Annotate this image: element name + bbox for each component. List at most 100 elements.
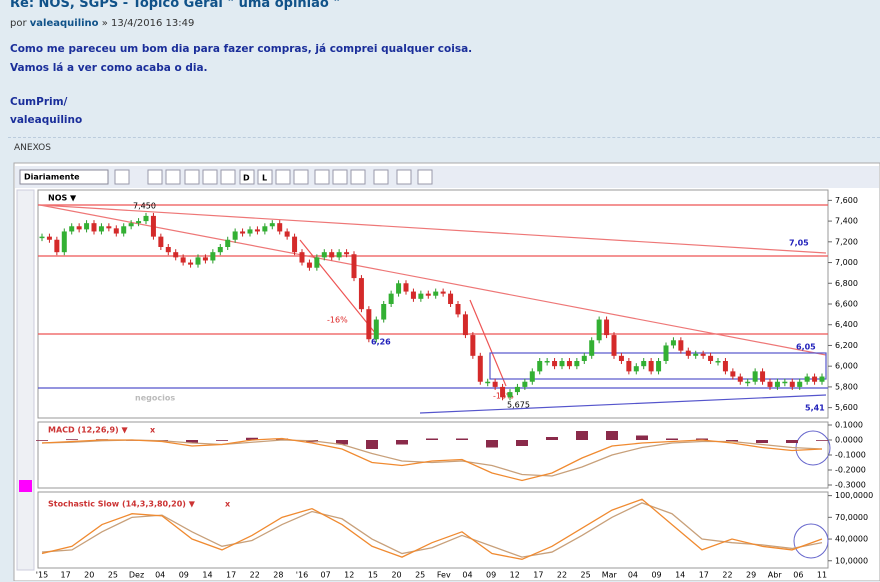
candle [217, 247, 223, 253]
body-line: Vamos lá a ver como acaba o dia. [10, 62, 208, 74]
button[interactable] [257, 169, 273, 185]
candle [128, 223, 134, 227]
candle [136, 221, 142, 224]
candle [485, 381, 491, 384]
x-tick-label: Abr [768, 571, 783, 580]
candle [730, 371, 736, 377]
candle [121, 226, 127, 234]
panel-title[interactable]: Stochastic Slow (14,3,3,80,20) ▼ [48, 500, 196, 509]
x-tick-label: 15 [368, 571, 378, 580]
macd-bar [726, 440, 738, 442]
macd-bar [336, 440, 348, 445]
candle [537, 361, 543, 372]
signature: CumPrim/ [10, 96, 68, 108]
candle [477, 355, 483, 382]
y-tick-label: 70,0000 [835, 513, 868, 522]
x-tick-label: 07 [321, 571, 331, 580]
candle [574, 361, 580, 367]
candle [782, 381, 788, 384]
y-tick-label: 7,600 [835, 196, 858, 205]
x-tick-label: '15 [36, 571, 48, 580]
candle [462, 314, 468, 336]
candle [269, 223, 275, 227]
candle [448, 293, 454, 304]
stoch-panel [37, 491, 829, 569]
y-tick-label: 6,000 [835, 362, 858, 371]
attachments-label: ANEXOS [14, 143, 51, 153]
candle [39, 236, 45, 239]
candle [693, 353, 699, 356]
y-tick-label: 100,0000 [835, 491, 873, 500]
x-tick-label: 22 [722, 571, 732, 580]
candle [150, 215, 156, 237]
x-tick-label: 09 [179, 571, 189, 580]
button-label[interactable]: D [243, 174, 250, 183]
candle [373, 319, 379, 340]
y-tick-label: 6,200 [835, 341, 858, 350]
x-tick-label: 04 [155, 571, 165, 580]
y-tick-label: -0.2000 [835, 466, 866, 475]
candle [113, 228, 119, 234]
macd-signal [41, 439, 823, 477]
candle [329, 252, 335, 258]
x-tick-label: 06 [793, 571, 803, 580]
candle [225, 239, 231, 247]
y-tick-label: 7,200 [835, 237, 858, 246]
macd-bar [636, 435, 648, 440]
button-label[interactable]: L [262, 174, 267, 183]
x-tick-label: 22 [250, 571, 260, 580]
body-line: Como me pareceu um bom dia para fazer co… [10, 43, 473, 55]
x-tick-label: Mar [602, 571, 618, 580]
candle [752, 371, 758, 382]
symbol[interactable]: NOS ▼ [48, 194, 77, 203]
candle [336, 252, 342, 258]
y-tick-label: 5,600 [835, 403, 858, 412]
candle [670, 340, 676, 346]
post-title[interactable]: Re: NOS, SGPS - Tópico Geral " uma opini… [10, 0, 341, 11]
candle [388, 293, 394, 304]
tool-buttons [114, 169, 433, 185]
macd-bar [666, 438, 678, 440]
candle [91, 223, 97, 232]
candle [522, 381, 528, 387]
x-tick-label: 25 [415, 571, 425, 580]
macd-bar [276, 438, 288, 440]
annotation: 6,05 [796, 343, 816, 352]
candle [440, 291, 446, 294]
candle [284, 231, 290, 237]
candle [663, 345, 669, 361]
watermark: negocios [135, 394, 175, 403]
trendlines [38, 204, 828, 414]
candle [232, 231, 238, 240]
y-tick-label: 6,400 [835, 320, 858, 329]
x-tick-label: 25 [108, 571, 118, 580]
period-select[interactable] [19, 169, 109, 185]
macd-bar [426, 438, 438, 440]
panel-close[interactable]: x [225, 500, 231, 509]
candle [299, 252, 305, 263]
candle [737, 376, 743, 382]
period[interactable]: Diariamente [24, 173, 80, 182]
candle [425, 293, 431, 296]
candle [344, 252, 350, 255]
x-tick-label: 14 [202, 571, 212, 580]
stoch-k [41, 498, 823, 560]
panel-close[interactable]: x [150, 426, 156, 435]
candle [566, 361, 572, 367]
candle [61, 231, 67, 253]
macd-bar [786, 440, 798, 443]
candle [433, 291, 439, 296]
macd-bar [186, 440, 198, 443]
macd-bar [216, 440, 228, 441]
panel-title[interactable]: MACD (12,26,9) ▼ [48, 426, 128, 435]
author[interactable]: valeaquilino [29, 18, 99, 29]
candle [819, 376, 825, 382]
candle [804, 376, 810, 382]
chart-frame [13, 162, 880, 581]
button[interactable] [239, 169, 255, 185]
candle [76, 226, 82, 230]
candle [596, 319, 602, 341]
candle [500, 386, 506, 398]
x-tick-label: 17 [533, 571, 543, 580]
